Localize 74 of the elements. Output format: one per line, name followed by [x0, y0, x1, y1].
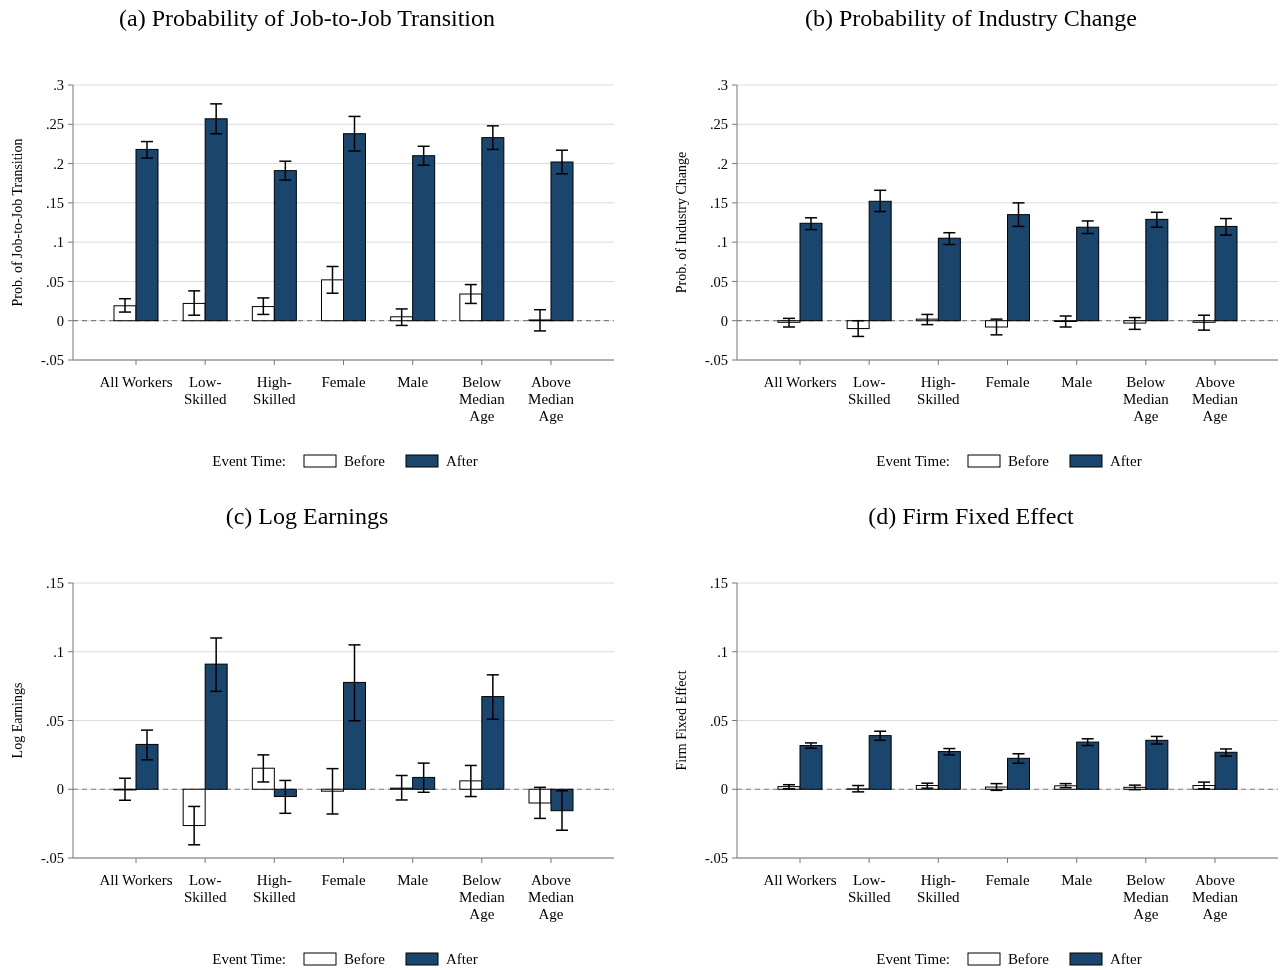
x-tick-label: Above Median Age [528, 374, 575, 424]
y-tick-label: .1 [53, 643, 64, 660]
legend-title: Event Time: [876, 951, 950, 968]
x-tick-label: Above Median Age [1192, 872, 1239, 922]
y-tick-label: .2 [53, 155, 64, 172]
x-tick-label: Male [1061, 872, 1093, 888]
y-tick-label: -.05 [705, 352, 728, 369]
x-tick-label: All Workers [99, 872, 173, 888]
x-tick-label: Above Median Age [1192, 374, 1239, 424]
x-tick-label: Below Median Age [458, 374, 506, 424]
legend-label: After [446, 453, 478, 470]
legend-label: After [1110, 951, 1142, 968]
y-tick-label: .1 [53, 234, 64, 251]
x-tick-label: Low- Skilled [847, 872, 891, 905]
y-tick-label: .1 [717, 643, 728, 660]
chart-title: (d) Firm Fixed Effect [868, 503, 1075, 529]
y-tick-label: -.05 [705, 850, 728, 867]
x-tick-label: Female [985, 374, 1030, 390]
x-tick-label: Female [321, 872, 366, 888]
legend-label: Before [1008, 951, 1050, 968]
y-tick-label: .25 [709, 116, 728, 133]
y-tick-label: 0 [720, 312, 728, 329]
chart-title: (b) Probability of Industry Change [805, 5, 1137, 31]
x-tick-label: All Workers [763, 374, 837, 390]
legend-label: After [1110, 453, 1142, 470]
x-tick-label: Below Median Age [1122, 374, 1170, 424]
x-tick-label: Female [321, 374, 366, 390]
y-tick-label: .15 [709, 575, 728, 592]
x-tick-label: Female [985, 872, 1030, 888]
y-tick-label: .05 [45, 712, 64, 729]
x-tick-label: Male [1061, 374, 1093, 390]
y-tick-label: .3 [717, 77, 728, 94]
y-tick-label: .15 [45, 575, 64, 592]
y-tick-label: .1 [717, 234, 728, 251]
y-tick-label: .15 [45, 194, 64, 211]
legend-title: Event Time: [212, 453, 286, 470]
legend-title: Event Time: [212, 951, 286, 968]
y-tick-label: .05 [45, 273, 64, 290]
y-tick-label: .05 [709, 273, 728, 290]
x-tick-label: Low- Skilled [183, 872, 227, 905]
y-tick-label: 0 [56, 781, 64, 798]
x-tick-label: High- Skilled [253, 872, 297, 905]
x-tick-label: Above Median Age [528, 872, 575, 922]
x-tick-label: All Workers [99, 374, 173, 390]
x-tick-label: High- Skilled [917, 872, 961, 905]
y-axis-title: Log Earnings [10, 682, 25, 759]
legend-label: Before [344, 453, 386, 470]
y-tick-label: .15 [709, 194, 728, 211]
y-tick-label: 0 [56, 312, 64, 329]
x-tick-label: Low- Skilled [847, 374, 891, 407]
y-tick-label: -.05 [41, 850, 64, 867]
y-tick-label: 0 [720, 781, 728, 798]
x-tick-label: Low- Skilled [183, 374, 227, 407]
legend-label: Before [1008, 453, 1050, 470]
y-tick-label: -.05 [41, 352, 64, 369]
x-tick-label: High- Skilled [917, 374, 961, 407]
y-tick-label: .2 [717, 155, 728, 172]
y-tick-label: .05 [709, 712, 728, 729]
legend-label: After [446, 951, 478, 968]
y-tick-label: .3 [53, 77, 64, 94]
x-tick-label: Below Median Age [458, 872, 506, 922]
legend-label: Before [344, 951, 386, 968]
x-tick-label: Below Median Age [1122, 872, 1170, 922]
x-tick-label: Male [397, 374, 429, 390]
x-tick-label: All Workers [763, 872, 837, 888]
y-axis-title: Prob. of Industry Change [674, 151, 689, 294]
x-tick-label: High- Skilled [253, 374, 297, 407]
chart-title: (c) Log Earnings [225, 503, 389, 529]
chart-title: (a) Probability of Job-to-Job Transition [119, 5, 495, 31]
legend-title: Event Time: [876, 453, 950, 470]
y-tick-label: .25 [45, 116, 64, 133]
y-axis-title: Firm Fixed Effect [674, 670, 689, 771]
y-axis-title: Prob. of Job-to-Job Transition [10, 138, 25, 307]
x-tick-label: Male [397, 872, 429, 888]
